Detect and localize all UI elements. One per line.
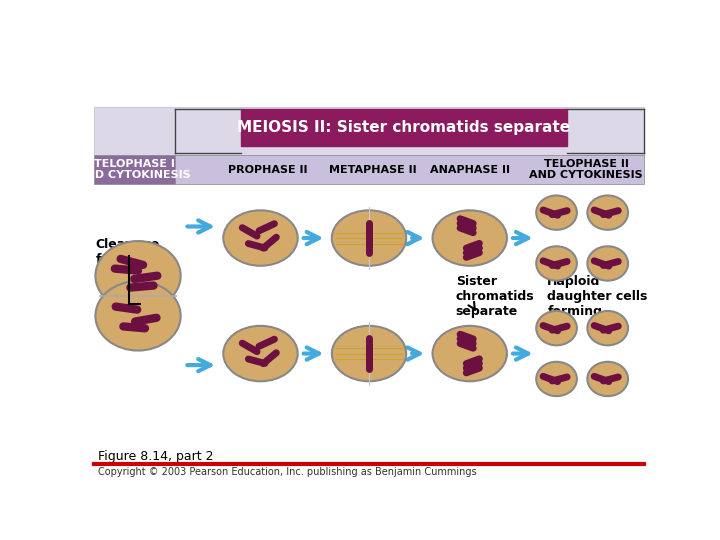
Ellipse shape [433, 211, 507, 266]
Ellipse shape [332, 211, 406, 266]
Ellipse shape [223, 326, 297, 381]
Ellipse shape [588, 195, 628, 230]
Ellipse shape [433, 326, 507, 381]
Text: MEIOSIS II: Sister chromatids separate: MEIOSIS II: Sister chromatids separate [238, 120, 570, 136]
FancyBboxPatch shape [94, 155, 175, 184]
Ellipse shape [536, 195, 577, 230]
Text: AND CYTOKINESIS: AND CYTOKINESIS [529, 170, 643, 180]
Text: METAPHASE II: METAPHASE II [329, 165, 417, 174]
Text: Sister
chromatids
separate: Sister chromatids separate [456, 275, 534, 318]
Text: AND CYTOKINESIS: AND CYTOKINESIS [77, 170, 191, 180]
Ellipse shape [588, 311, 628, 345]
FancyBboxPatch shape [94, 107, 644, 155]
Ellipse shape [536, 246, 577, 281]
Text: Copyright © 2003 Pearson Education, Inc. publishing as Benjamin Cummings: Copyright © 2003 Pearson Education, Inc.… [98, 467, 477, 477]
Ellipse shape [536, 311, 577, 345]
Text: TELOPHASE I: TELOPHASE I [94, 159, 175, 169]
Ellipse shape [588, 246, 628, 281]
Ellipse shape [332, 326, 406, 381]
Text: ANAPHASE II: ANAPHASE II [430, 165, 510, 174]
Ellipse shape [223, 211, 297, 266]
Ellipse shape [96, 241, 181, 310]
Ellipse shape [536, 362, 577, 396]
Text: PROPHASE II: PROPHASE II [228, 165, 308, 174]
Text: Figure 8.14, part 2: Figure 8.14, part 2 [98, 450, 213, 463]
Ellipse shape [588, 362, 628, 396]
Text: Cleavage
furrow: Cleavage furrow [96, 238, 160, 266]
Ellipse shape [96, 281, 181, 350]
Text: Haploid
daughter cells
forming: Haploid daughter cells forming [547, 275, 647, 318]
FancyBboxPatch shape [175, 155, 644, 184]
FancyBboxPatch shape [241, 110, 567, 146]
Text: TELOPHASE II: TELOPHASE II [544, 159, 629, 169]
